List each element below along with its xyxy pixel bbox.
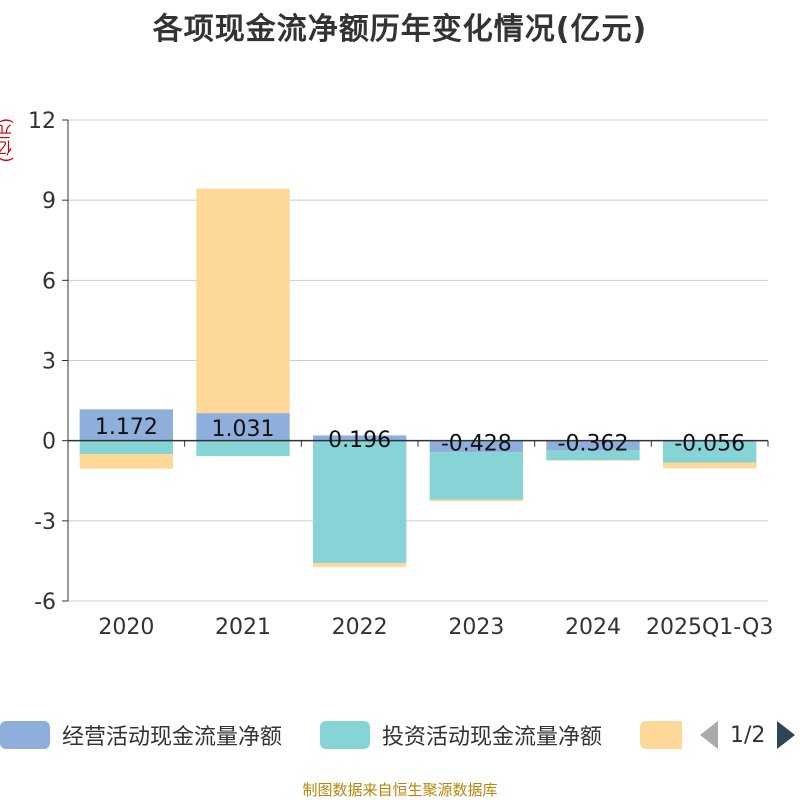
bar-operating-2021 [196,413,290,441]
bar-financing-2024 [546,460,640,461]
x-tick-label: 2024 [565,615,621,640]
bar-investing-2021 [196,440,290,457]
legend: 经营活动现金流量净额 投资活动现金流量净额 1/2 [0,716,800,752]
x-tick-label: 2020 [98,615,154,640]
legend-label-investing: 投资活动现金流量净额 [382,725,603,750]
data-label: 1.172 [95,415,158,440]
bar-operating-2024 [546,440,640,451]
cash-flow-chart: 12 9 6 3 0 -3 -6 2020 2021 2022 2023 2024 2025Q1-Q3 1… [28,109,773,640]
bar-investing-2020 [79,440,173,455]
bar-investing-2024 [546,450,640,461]
bar-operating-2023 [429,440,523,453]
x-tick-label: 2023 [448,615,504,640]
bar-investing-2023 [429,452,523,500]
legend-item-operating[interactable]: 经营活动现金流量净额 [0,720,282,750]
bar-financing-2025Q1-Q3 [663,462,757,469]
x-tick-label: 2021 [215,615,271,640]
legend-next-page-icon[interactable] [777,721,796,749]
bar-operating-2022 [313,435,407,441]
legend-pager: 1/2 [700,720,796,750]
bar-financing-2022 [313,563,407,567]
data-label: -0.362 [558,432,629,457]
bar-operating-2020 [79,409,173,441]
legend-page-indicator: 1/2 [730,722,766,748]
bar-financing-2023 [429,499,523,502]
legend-item-financing[interactable] [640,720,682,750]
legend-swatch-investing [320,721,370,749]
data-label: 0.196 [328,428,391,453]
chart-title: 各项现金流净额历年变化情况(亿元) [152,12,648,47]
data-label: -0.056 [674,432,745,457]
bar-financing-2020 [79,454,173,469]
legend-label-operating: 经营活动现金流量净额 [62,725,283,750]
legend-swatch-operating [0,721,50,749]
y-tick-label: 12 [28,109,56,134]
y-tick-label: -3 [34,510,56,535]
y-tick-label: 3 [42,350,56,375]
legend-swatch-financing [640,721,682,749]
y-tick-label: 9 [42,189,56,214]
y-tick-label: 6 [42,269,56,294]
y-tick-label: 0 [42,430,56,455]
bar-financing-2021 [196,188,290,414]
bar-investing-2025Q1-Q3 [663,442,757,463]
x-tick-label: 2025Q1-Q3 [646,615,773,640]
x-tick-label: 2022 [332,615,388,640]
bar-investing-2022 [313,440,407,564]
legend-item-investing[interactable]: 投资活动现金流量净额 [320,720,602,750]
y-tick-label: -6 [34,590,56,615]
legend-prev-page-icon[interactable] [700,721,718,749]
data-label: -0.428 [441,432,512,457]
data-source-note: 制图数据来自恒生聚源数据库 [302,781,498,799]
data-label: 1.031 [212,417,275,442]
